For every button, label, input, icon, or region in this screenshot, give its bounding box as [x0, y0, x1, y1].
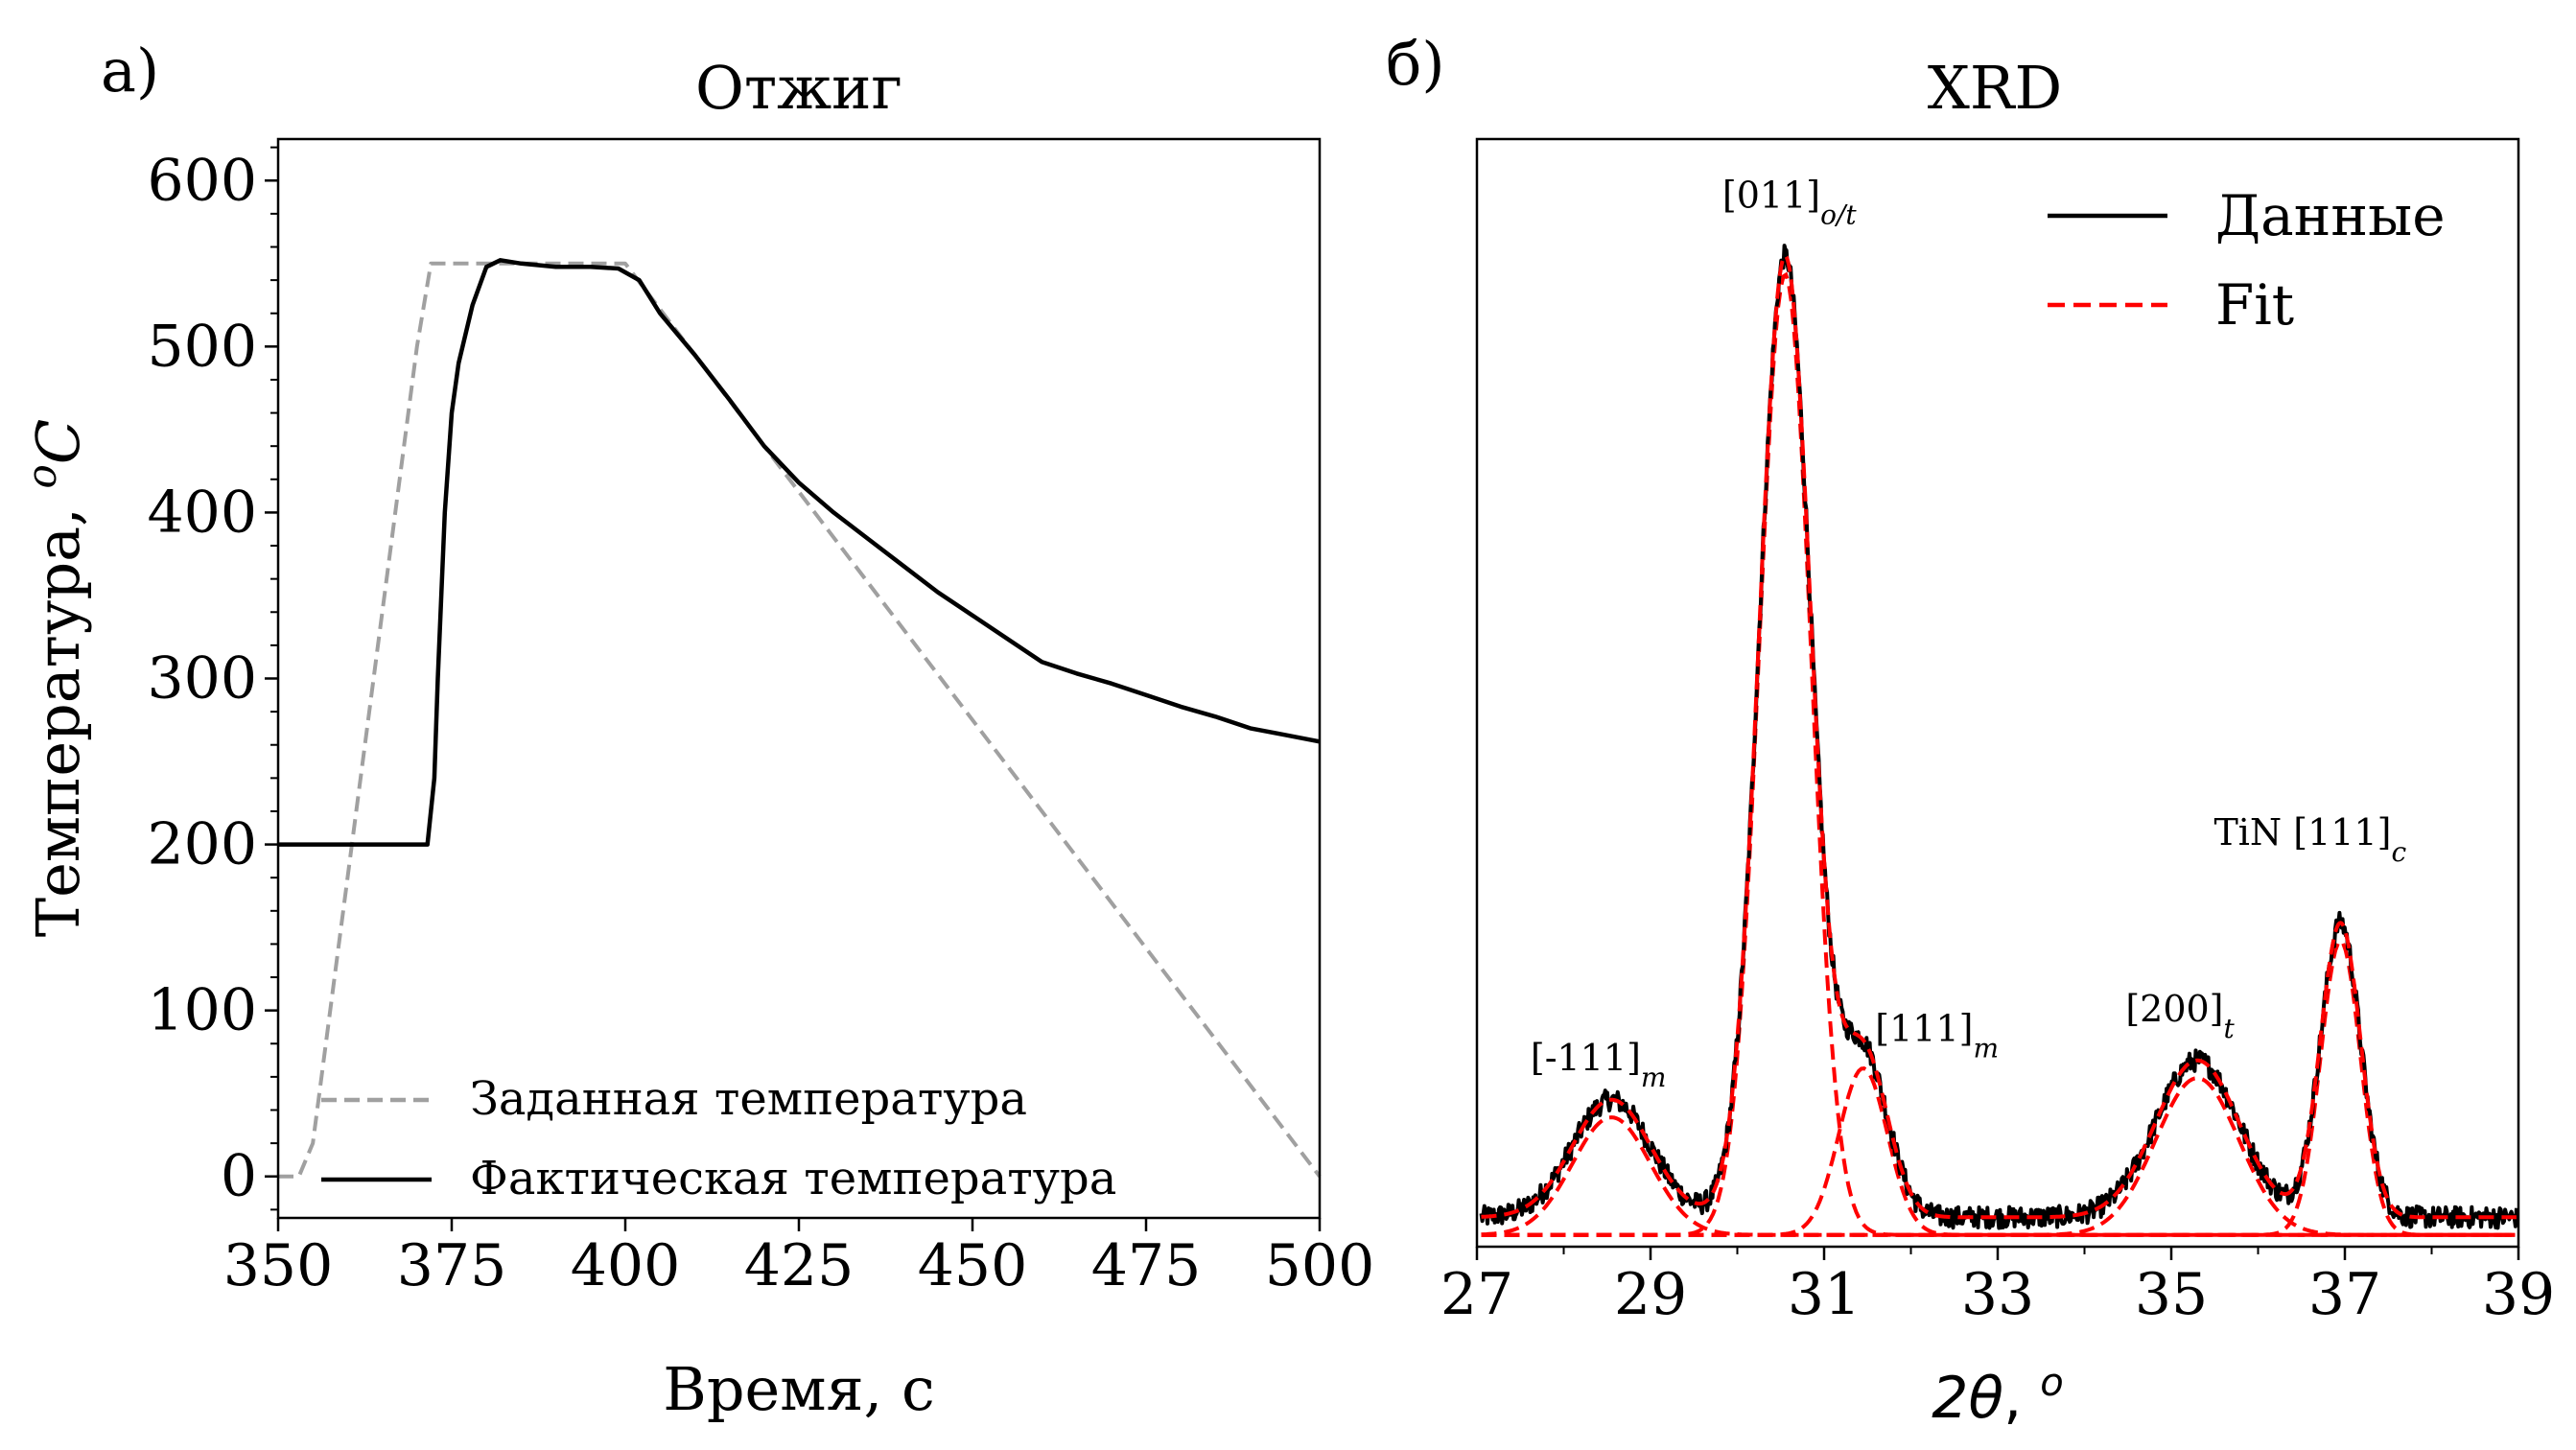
peak-annotation-subscript: c: [2391, 835, 2406, 867]
annealing-chart: а) Отжиг 350 375 400 425 450 475 500 0 100 200 30…: [18, 35, 1375, 1424]
annealing-x-ticks: 350 375 400 425 450 475 500: [223, 1218, 1375, 1299]
peak-annotation-text: [111]: [1875, 1007, 1973, 1049]
xrd-legend: Данные Fit: [2048, 183, 2446, 338]
x-tick-label: 31: [1788, 1261, 1861, 1328]
annealing-y-axis-label-text: Температура,: [23, 488, 93, 937]
x-tick-label: 35: [2135, 1261, 2208, 1328]
x-tick-label: 27: [1440, 1261, 1513, 1328]
xrd-x-ticks: 27 29 31 33 35 37 39: [1440, 1247, 2555, 1328]
peak-annotation: [011]o/t: [1722, 175, 1857, 231]
y-tick-label: 500: [147, 313, 257, 380]
x-tick-label: 500: [1265, 1232, 1375, 1299]
xrd-chart: б) XRD 27 29 31 33 35 37 39 [011]o/t[-111]m[11…: [1386, 29, 2555, 1432]
xrd-chart-title: XRD: [1928, 53, 2063, 123]
x-tick-label: 375: [397, 1232, 507, 1299]
target-temperature-line: [278, 261, 1322, 1179]
x-tick-label: 425: [744, 1232, 855, 1299]
actual-temperature-line: [278, 258, 1321, 847]
x-tick-label: 37: [2308, 1261, 2381, 1328]
x-tick-label: 450: [918, 1232, 1028, 1299]
x-tick-label: 400: [571, 1232, 681, 1299]
peak-annotation: [-111]m: [1531, 1037, 1667, 1093]
xrd-x-axis-label: 2θ, o: [1932, 1361, 2064, 1432]
xrd-x-axis-separator: ,: [2003, 1365, 2040, 1432]
peak-annotation-subscript: m: [1973, 1032, 1999, 1064]
xrd-x-axis-unit-superscript: o: [2040, 1361, 2063, 1405]
legend-label-data: Данные: [2215, 183, 2446, 248]
annealing-chart-title: Отжиг: [695, 53, 902, 123]
peak-annotation-text: [011]: [1722, 175, 1820, 217]
peak-annotation-text: [200]: [2125, 988, 2223, 1030]
xrd-data-line: [1479, 244, 2518, 1230]
annealing-axes-frame: [276, 137, 1322, 1220]
annealing-y-unit-superscript: o: [18, 464, 65, 488]
peak-annotation-subscript: m: [1641, 1062, 1667, 1093]
x-tick-label: 350: [223, 1232, 334, 1299]
annealing-y-ticks: 0 100 200 300 400 500 600: [147, 146, 278, 1211]
panel-a-label: а): [101, 35, 159, 105]
annealing-y-axis-label: Температура, oC: [18, 419, 94, 938]
y-tick-label: 400: [147, 479, 257, 546]
peak-annotation: [111]m: [1875, 1007, 1999, 1064]
annealing-x-axis-label: Время, с: [663, 1354, 934, 1424]
peak-annotation-text: TiN [111]: [2213, 811, 2391, 854]
xrd-fit-sum-line: [1481, 253, 2517, 1220]
legend-label-actual-temperature: Фактическая температура: [470, 1152, 1116, 1205]
fit-component-peak-2: [1481, 271, 2516, 1237]
annealing-legend: Заданная температура Фактическая темпера…: [321, 1072, 1116, 1205]
xrd-x-axis-variable: 2θ: [1932, 1365, 2003, 1432]
y-tick-label: 300: [147, 645, 257, 713]
x-tick-label: 475: [1091, 1232, 1202, 1299]
fit-component-peak-5: [1481, 938, 2516, 1237]
peak-annotation-subscript: o/t: [1820, 199, 1857, 230]
y-tick-label: 0: [221, 1143, 257, 1210]
x-tick-label: 29: [1614, 1261, 1687, 1328]
peak-annotation: [200]t: [2125, 988, 2235, 1044]
y-tick-label: 600: [147, 147, 257, 214]
legend-label-fit: Fit: [2215, 272, 2294, 338]
x-tick-label: 33: [1961, 1261, 2034, 1328]
x-tick-label: 39: [2482, 1261, 2555, 1328]
xrd-plot-area: [1479, 244, 2518, 1237]
peak-annotation-subscript: t: [2224, 1012, 2236, 1043]
y-tick-label: 200: [147, 811, 257, 878]
legend-label-target-temperature: Заданная температура: [470, 1072, 1027, 1126]
annealing-y-unit: C: [23, 419, 93, 464]
annealing-plot-area: [278, 258, 1322, 1179]
peak-annotation-text: [-111]: [1531, 1037, 1641, 1079]
y-tick-label: 100: [147, 977, 257, 1044]
panel-b-label: б): [1386, 29, 1445, 99]
peak-annotation: TiN [111]c: [2213, 811, 2406, 868]
